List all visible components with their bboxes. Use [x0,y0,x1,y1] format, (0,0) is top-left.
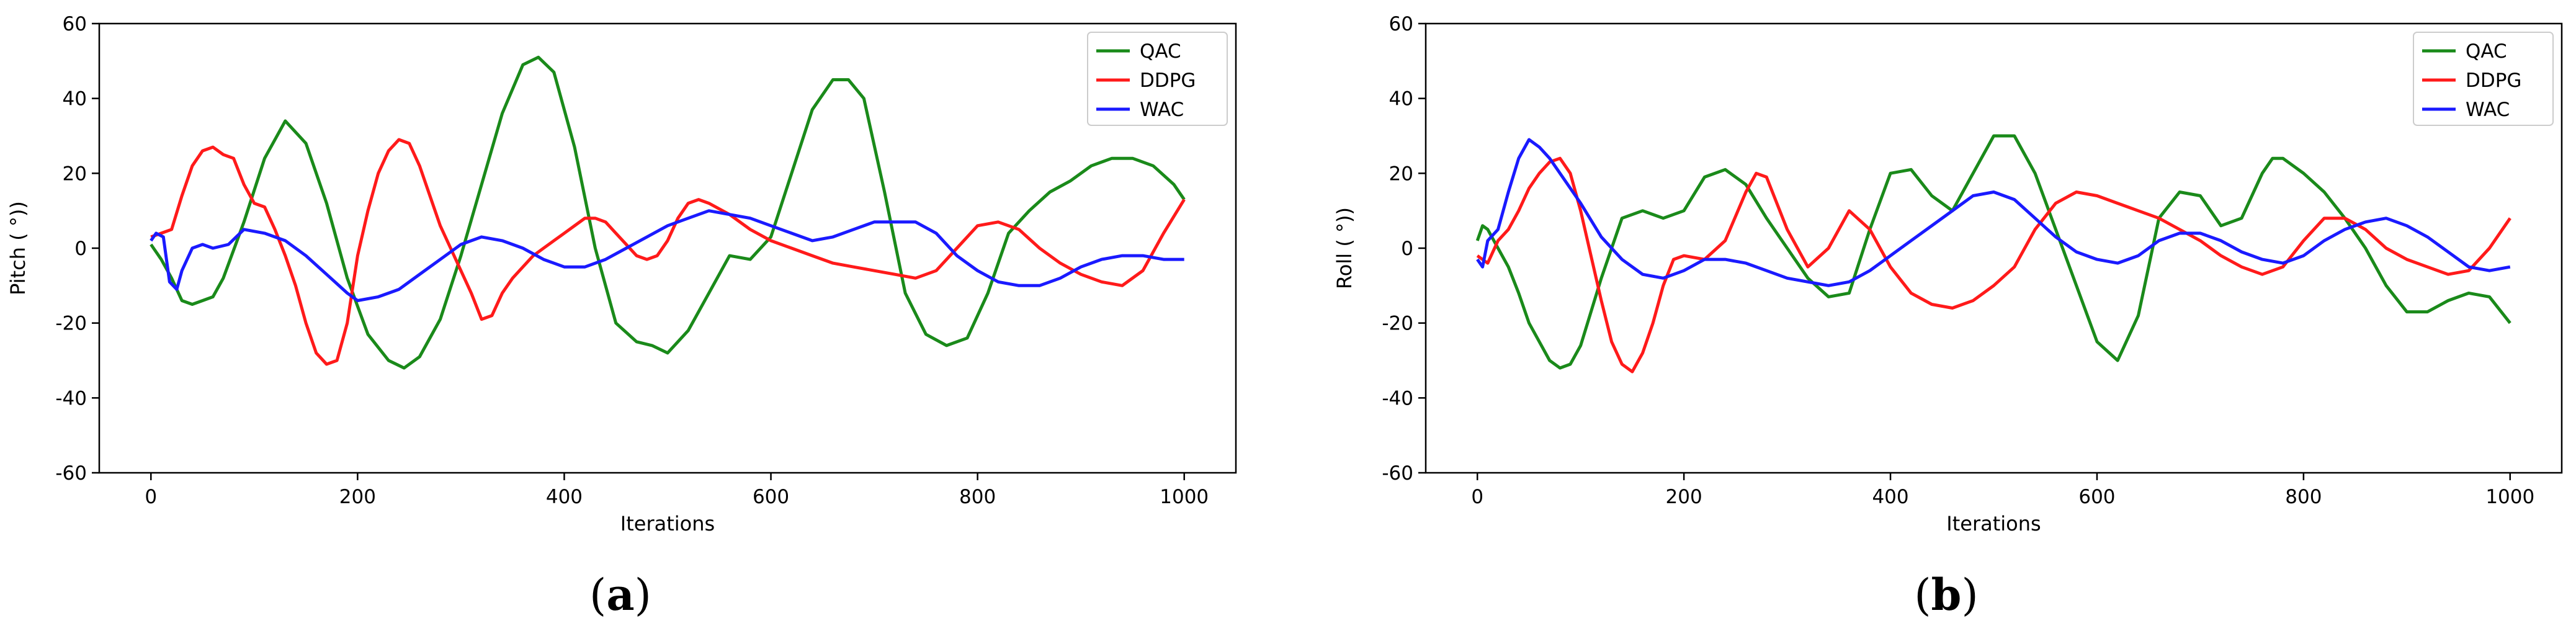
y-tick-label: -60 [55,462,87,485]
legend-label-wac: WAC [1140,99,1184,121]
panel-caption: (b) [1914,569,1979,620]
y-tick-label: 0 [74,238,87,260]
legend-label-wac: WAC [2466,99,2510,121]
x-tick-label: 400 [1872,486,1908,508]
y-tick-label: -20 [55,313,87,335]
y-tick-label: 20 [63,163,87,185]
y-tick-label: 0 [1401,238,1413,260]
legend-label-qac: QAC [2466,40,2507,63]
legend-label-ddpg: DDPG [1140,69,1196,92]
legend-label-ddpg: DDPG [2466,69,2521,92]
y-tick-label: 60 [63,13,87,35]
y-tick-label: 60 [1389,13,1413,35]
series-group [150,55,1186,370]
chart-panel-b: 0 200 400 600 800 1000 -60 -40 -20 0 20 40 60 Iterati… [1333,13,2563,620]
x-tick-label: 200 [339,486,376,508]
x-tick-label: 1000 [2485,486,2534,508]
legend: QAC DDPG WAC [1087,32,1228,126]
series-line-ddpg [150,138,1186,366]
y-tick-label: -20 [1382,313,1413,335]
legend: QAC DDPG WAC [2413,32,2554,126]
y-tick-label: -40 [1382,387,1413,409]
panel-caption-letter: a [606,569,634,620]
series-line-wac [1476,138,2511,287]
x-tick-label: 1000 [1160,486,1209,508]
panel-caption-close: ) [635,570,651,620]
axes-frame [98,22,1237,474]
x-tick-label: 600 [2078,486,2115,508]
y-tick-label: -60 [1382,462,1413,485]
series-line-wac [150,209,1184,302]
axes-frame [1424,22,2563,474]
y-axis-label: Pitch ( °)) [6,201,30,295]
x-axis-label: Iterations [1946,512,2041,535]
series-line-qac [150,55,1186,370]
panel-caption-close: ) [1961,570,1978,620]
x-tick-label: 600 [753,486,789,508]
y-axis-label: Roll ( °)) [1333,207,1356,289]
x-tick-label: 200 [1666,486,1702,508]
y-tick-label: -40 [55,387,87,409]
x-tick-label: 0 [1471,486,1483,508]
x-axis-label: Iterations [620,512,715,535]
y-tick-label: 40 [1389,88,1413,110]
x-tick-label: 400 [546,486,583,508]
y-tick-label: 40 [63,88,87,110]
legend-box [2413,32,2554,126]
panel-caption-open: ( [589,570,606,620]
panel-caption: (a) [589,569,651,620]
series-line-qac [1475,134,2511,370]
panel-caption-open: ( [1914,570,1931,620]
legend-box [1087,32,1228,126]
series-group [1475,134,2511,374]
series-line-ddpg [1476,156,2511,374]
y-tick-label: 20 [1389,163,1413,185]
x-tick-label: 800 [959,486,996,508]
panel-caption-letter: b [1931,569,1962,620]
x-tick-label: 800 [2285,486,2322,508]
legend-label-qac: QAC [1140,40,1181,63]
x-tick-label: 0 [145,486,157,508]
chart-panel-a: 0 200 400 600 800 1000 -60 -40 -20 0 20 40 60 Iterati… [6,13,1237,620]
